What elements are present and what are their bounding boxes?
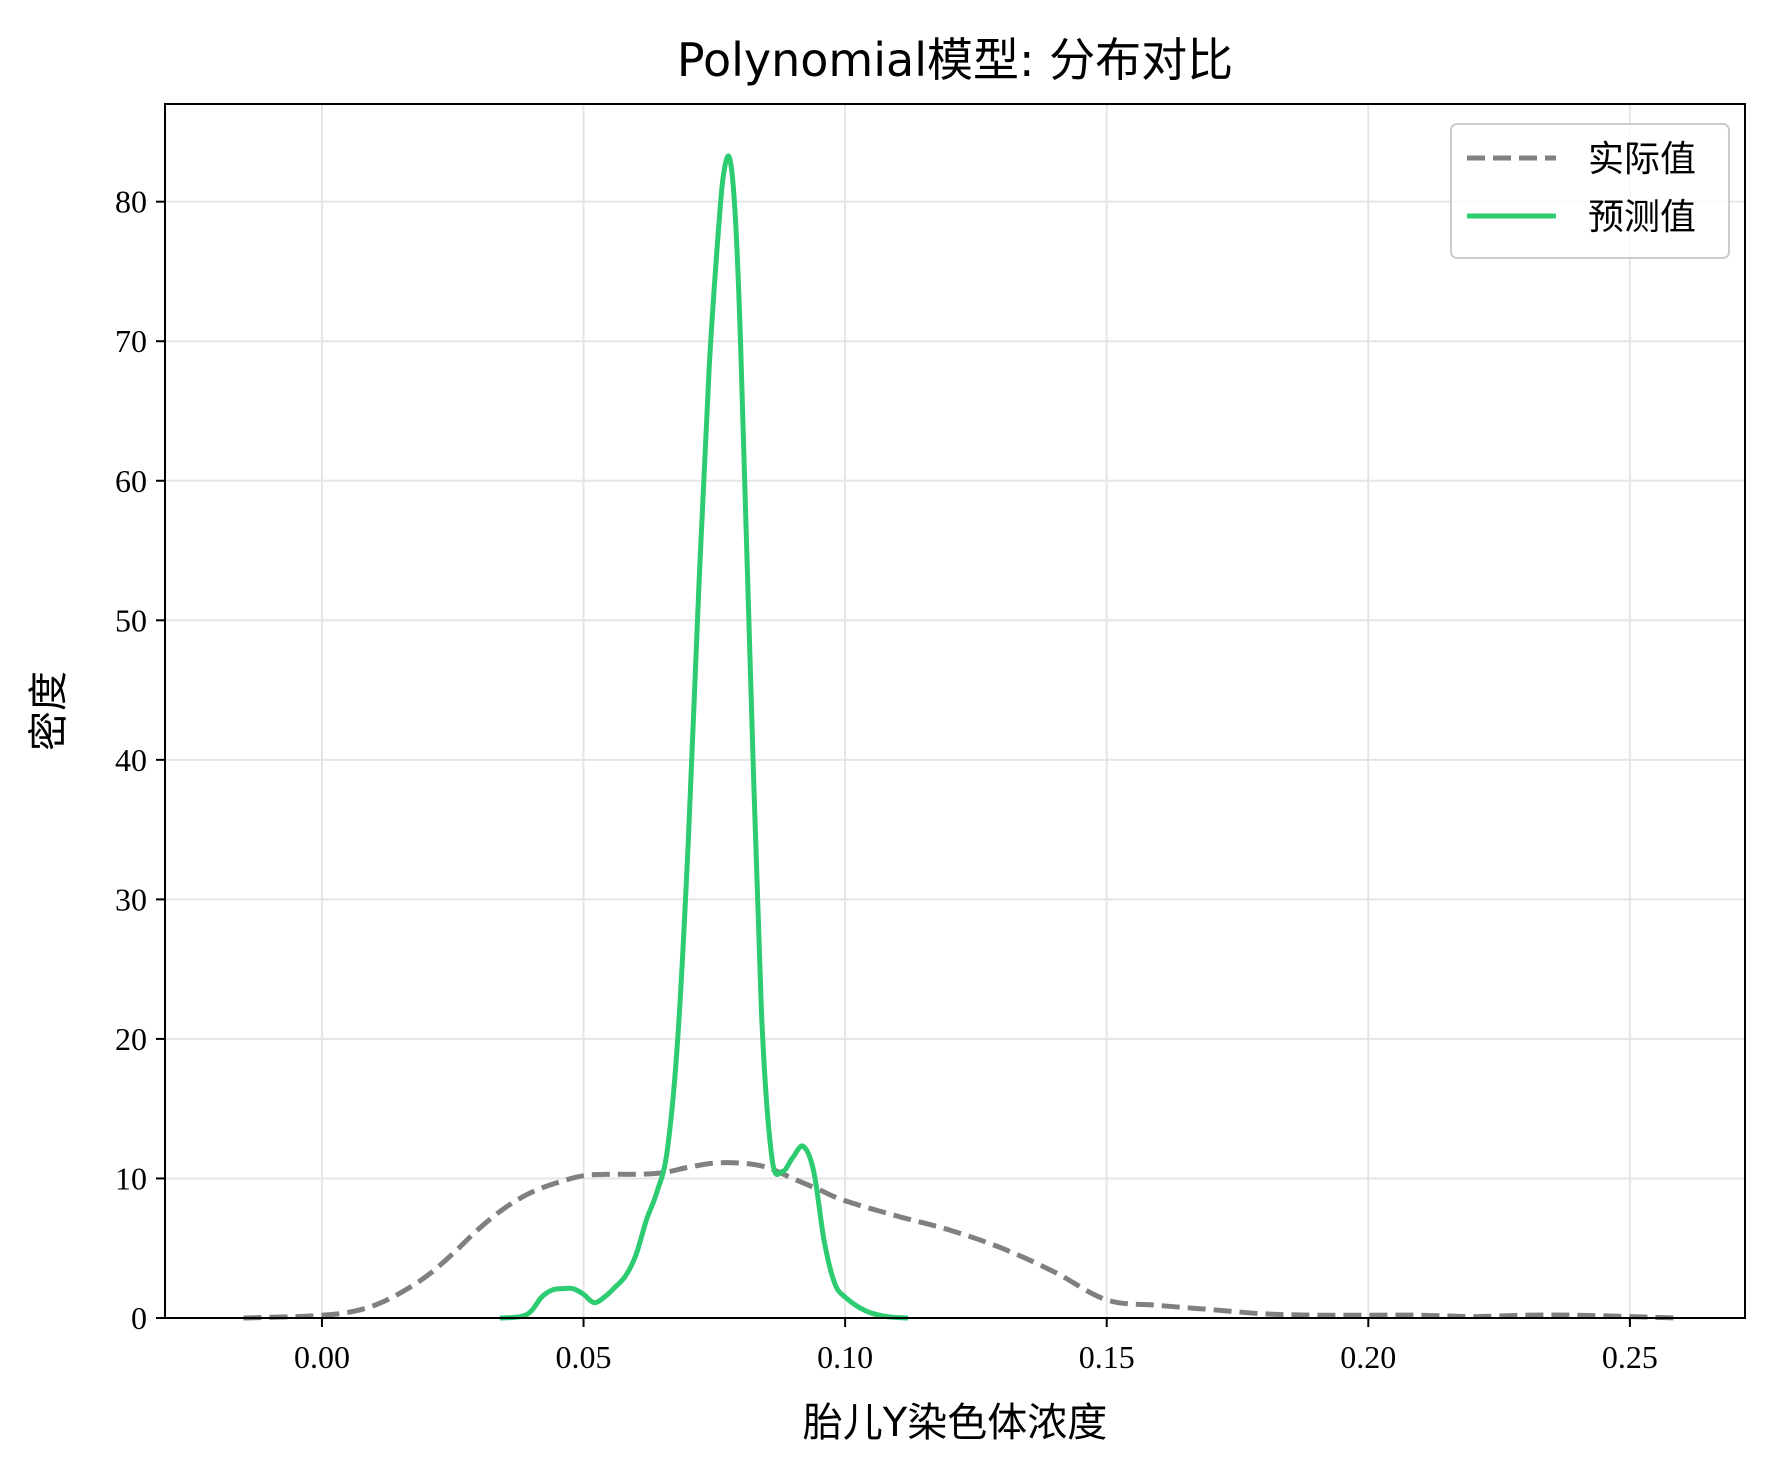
x-tick-label: 0.00 [294,1339,350,1375]
chart-title: Polynomial模型: 分布对比 [677,33,1233,87]
y-axis-label: 密度 [26,671,72,751]
y-tick-label: 20 [115,1021,147,1057]
x-tick-label: 0.10 [817,1339,873,1375]
x-tick-label: 0.15 [1079,1339,1135,1375]
series-layer [243,153,1678,1321]
y-tick-label: 70 [115,323,147,359]
legend-label-actual: 实际值 [1588,139,1696,180]
y-tick-label: 80 [115,184,147,220]
y-tick-label: 30 [115,881,147,917]
x-tick-label: 0.20 [1340,1339,1396,1375]
series-line-predicted [499,153,909,1321]
grid-layer [165,104,1745,1319]
y-tick-label: 40 [115,742,147,778]
legend: 实际值 预测值 [1450,123,1730,259]
y-tick-label: 10 [115,1160,147,1196]
y-tick-label: 50 [115,602,147,638]
plot-frame [164,103,1746,1319]
y-tick-label: 0 [131,1300,147,1336]
x-tick-label: 0.25 [1602,1339,1658,1375]
series-line-actual [243,1160,1678,1321]
x-tick-label: 0.05 [556,1339,612,1375]
tick-layer: 0.00 0.05 0.10 0.15 0.20 0.25 0 10 20 30 40 50 60 70 8… [115,184,1658,1375]
x-axis-label: 胎儿Y染色体浓度 [803,1400,1107,1446]
legend-label-predicted: 预测值 [1588,197,1696,238]
y-tick-label: 60 [115,463,147,499]
